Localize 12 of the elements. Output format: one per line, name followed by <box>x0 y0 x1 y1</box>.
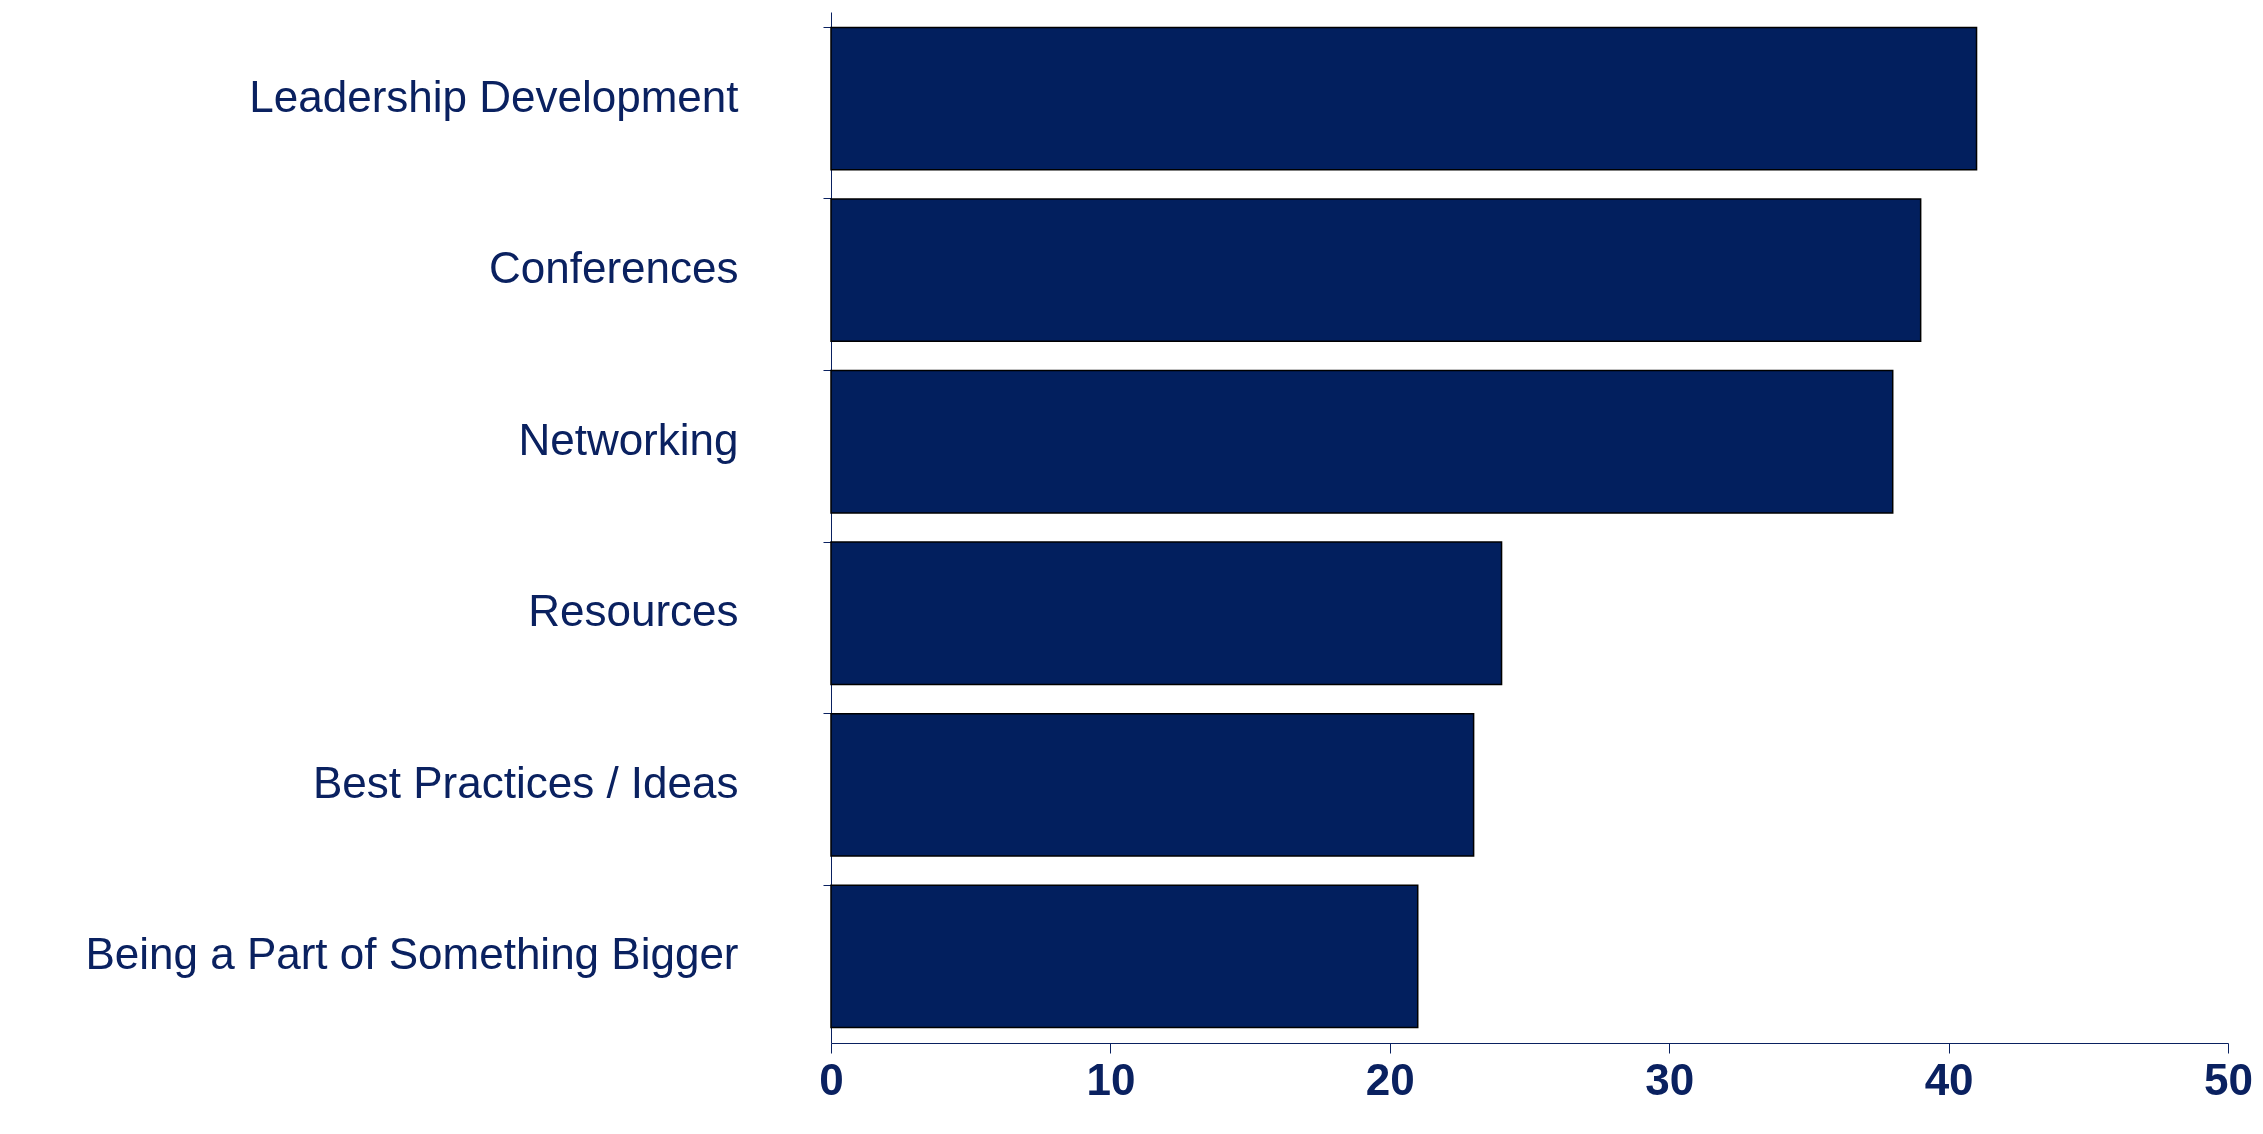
x-tick-label: 40 <box>1924 1054 1974 1104</box>
y-tick-label: Best Practices / Ideas <box>312 757 739 807</box>
y-tick-label: Networking <box>518 414 739 464</box>
x-tick-label: 20 <box>1365 1054 1415 1104</box>
x-tick-label: 30 <box>1645 1054 1695 1104</box>
y-tick-label: Being a Part of Something Bigger <box>85 929 739 979</box>
y-tick-label: Conferences <box>489 243 739 293</box>
x-tick-label: 10 <box>1086 1054 1136 1104</box>
x-tick-label: 0 <box>819 1054 844 1104</box>
y-tick-label: Leadership Development <box>249 71 739 121</box>
y-tick-label: Resources <box>528 586 739 636</box>
x-tick-label: 50 <box>2204 1054 2253 1104</box>
